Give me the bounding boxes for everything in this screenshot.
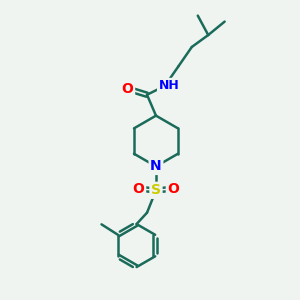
Text: N: N [150, 159, 162, 173]
Text: O: O [167, 182, 179, 196]
Text: O: O [122, 82, 134, 96]
Text: O: O [133, 182, 145, 196]
Text: NH: NH [158, 79, 179, 92]
Text: S: S [151, 183, 161, 197]
